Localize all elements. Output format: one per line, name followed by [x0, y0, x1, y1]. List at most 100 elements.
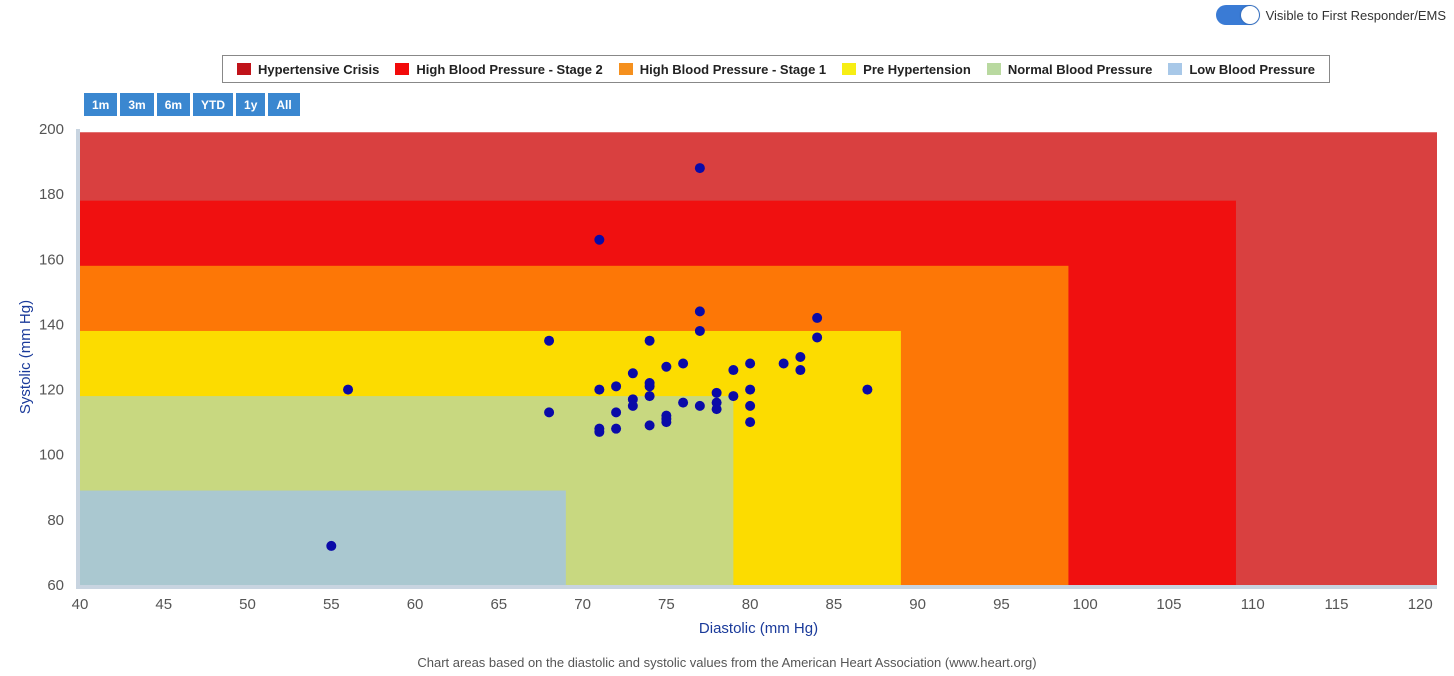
x-tick-label: 70	[574, 596, 591, 613]
x-tick-label: 45	[155, 596, 172, 613]
legend-item[interactable]: High Blood Pressure - Stage 1	[618, 61, 827, 77]
data-point	[611, 381, 622, 392]
data-point	[644, 420, 655, 431]
data-point	[544, 335, 555, 346]
data-point	[862, 384, 873, 395]
x-tick-label: 55	[323, 596, 340, 613]
legend-swatch	[618, 63, 633, 75]
data-point	[728, 391, 739, 402]
legend-label: Normal Blood Pressure	[1007, 61, 1153, 77]
range-button-all[interactable]: All	[268, 93, 300, 116]
y-tick-label: 120	[39, 382, 64, 399]
data-point	[627, 368, 638, 379]
x-tick-label: 120	[1408, 596, 1433, 613]
legend-swatch	[986, 63, 1001, 75]
data-point	[745, 400, 756, 411]
y-tick-label: 160	[39, 251, 64, 268]
y-tick-label: 200	[39, 121, 64, 138]
toggle-knob	[1240, 6, 1259, 24]
legend-item[interactable]: Low Blood Pressure	[1168, 62, 1315, 77]
range-button-1m[interactable]: 1m	[84, 93, 118, 116]
legend-item[interactable]: Pre Hypertension	[842, 62, 971, 77]
data-point	[745, 417, 756, 428]
legend-item[interactable]: High Blood Pressure - Stage 2	[395, 61, 603, 77]
data-point	[778, 358, 789, 369]
range-selector: 1m 3m 6m YTD 1y All	[84, 93, 300, 116]
x-axis-line	[76, 585, 1437, 589]
data-point	[678, 397, 689, 408]
blood-pressure-chart: 40 45 50 55 60 65 70 75 80 85 90 95 100 105 110 115 120 6…	[17, 121, 1437, 637]
y-tick-label: 180	[39, 186, 64, 203]
legend-label: Low Blood Pressure	[1189, 61, 1316, 77]
legend-swatch	[842, 63, 857, 75]
x-tick-label: 95	[993, 596, 1010, 613]
data-point	[745, 358, 756, 369]
data-point	[644, 335, 655, 346]
legend-swatch	[1168, 63, 1183, 75]
data-point	[694, 325, 705, 336]
y-tick-label: 100	[39, 447, 64, 464]
x-tick-label: 105	[1156, 596, 1181, 613]
x-tick-label: 85	[826, 596, 843, 613]
data-point	[627, 400, 638, 411]
data-point	[326, 540, 337, 551]
data-point	[795, 352, 806, 362]
chart-footnote: Chart areas based on the diastolic and s…	[417, 655, 1037, 670]
legend-label: High Blood Pressure - Stage 1	[639, 61, 827, 77]
band-low-blood-pressure	[80, 490, 566, 585]
data-point	[812, 332, 823, 343]
x-tick-label: 75	[658, 596, 675, 613]
data-point	[594, 234, 605, 245]
range-button-3m[interactable]: 3m	[120, 93, 154, 116]
range-button-6m[interactable]: 6m	[156, 93, 191, 116]
x-tick-label: 115	[1325, 596, 1349, 613]
legend-swatch	[237, 63, 251, 75]
data-point	[711, 404, 722, 415]
data-point	[594, 384, 605, 395]
data-point	[678, 358, 689, 369]
data-point	[611, 407, 622, 418]
data-point	[661, 417, 672, 428]
data-point	[694, 306, 705, 317]
data-point	[611, 423, 622, 434]
legend-label: Pre Hypertension	[863, 61, 971, 77]
chart-legend: Hypertensive Crisis High Blood Pressure -…	[222, 55, 1331, 83]
x-tick-label: 60	[407, 596, 424, 613]
ems-visibility-toggle-group: Visible to First Responder/EMS	[1215, 5, 1446, 25]
y-axis-title: Systolic (mm Hg)	[17, 300, 34, 414]
x-tick-label: 80	[742, 596, 759, 613]
data-point	[544, 407, 555, 418]
ems-visibility-toggle[interactable]	[1215, 5, 1260, 25]
x-tick-label: 65	[490, 596, 507, 613]
data-point	[644, 391, 655, 402]
data-point	[795, 365, 806, 376]
data-point	[694, 163, 705, 174]
x-tick-label: 110	[1241, 596, 1265, 613]
legend-swatch	[395, 63, 410, 75]
ems-visibility-label: Visible to First Responder/EMS	[1265, 7, 1446, 23]
data-point	[728, 365, 739, 376]
legend-label: High Blood Pressure - Stage 2	[416, 61, 603, 77]
data-point	[711, 387, 722, 398]
y-axis-line	[76, 129, 80, 589]
data-point	[661, 361, 672, 372]
range-button-1y[interactable]: 1y	[236, 93, 266, 116]
legend-label: Hypertensive Crisis	[258, 61, 380, 77]
x-axis-title: Diastolic (mm Hg)	[699, 620, 818, 637]
x-tick-label: 90	[909, 596, 926, 613]
y-tick-label: 140	[39, 316, 64, 333]
data-point	[594, 426, 605, 437]
y-tick-label: 60	[47, 577, 64, 594]
data-point	[745, 384, 756, 395]
range-button-ytd[interactable]: YTD	[193, 93, 234, 116]
legend-item[interactable]: Hypertensive Crisis	[237, 62, 379, 77]
x-tick-label: 50	[239, 596, 256, 613]
data-point	[644, 381, 655, 392]
legend-item[interactable]: Normal Blood Pressure	[986, 61, 1153, 77]
x-tick-label: 40	[72, 596, 89, 613]
data-point	[343, 384, 354, 395]
y-tick-label: 80	[47, 512, 64, 529]
data-point	[812, 312, 823, 323]
data-point	[694, 400, 705, 411]
x-tick-label: 100	[1073, 596, 1098, 613]
